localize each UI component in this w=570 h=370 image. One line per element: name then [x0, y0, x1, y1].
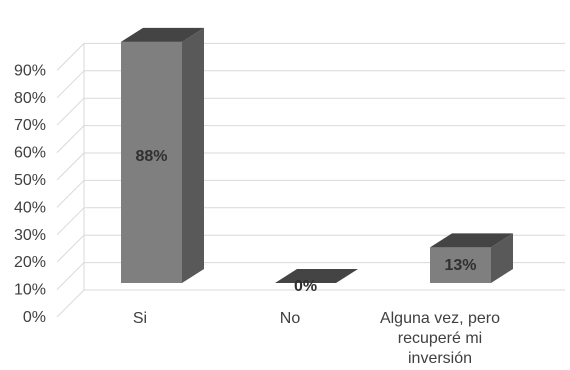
data-label-1: 0%: [294, 278, 317, 295]
data-label-0: 88%: [135, 148, 167, 165]
gridline-depth-8: [56, 70, 85, 99]
bar-side-0: [182, 27, 204, 283]
gridline-depth-3: [56, 207, 85, 236]
gridline-depth-5: [56, 152, 85, 181]
gridline-depth-2: [56, 234, 85, 263]
y-tick-label-5: 50%: [14, 172, 46, 189]
y-tick-label-2: 20%: [14, 254, 46, 271]
gridline-depth-7: [56, 97, 85, 126]
y-tick-label-6: 60%: [14, 145, 46, 162]
bar-front-2: [430, 247, 491, 283]
category-label-2-line-0: Alguna vez, pero: [380, 310, 500, 327]
gridline-depth-6: [56, 125, 85, 153]
category-label-2-line-2: inversión: [408, 350, 472, 365]
gridline-depth-4: [56, 180, 85, 208]
category-label-2-line-1: recuperé mi: [398, 330, 482, 347]
bar-front-0: [121, 41, 182, 283]
bar-side-2: [491, 233, 513, 283]
gridline-depth-9: [56, 43, 85, 71]
y-tick-label-1: 10%: [14, 282, 46, 299]
y-tick-label-3: 30%: [14, 227, 46, 244]
gridline-depth-1: [56, 262, 85, 290]
bar-top-0: [121, 27, 204, 42]
category-label-1: No: [280, 310, 301, 327]
y-tick-label-8: 80%: [14, 90, 46, 107]
y-tick-label-4: 40%: [14, 199, 46, 216]
y-tick-label-0: 0%: [23, 309, 46, 326]
bar-top-2: [430, 233, 513, 248]
bar-top-1: [275, 269, 358, 283]
gridline-depth-0: [56, 289, 85, 318]
y-tick-label-9: 90%: [14, 62, 46, 79]
y-tick-label-7: 70%: [14, 117, 46, 134]
data-label-2: 13%: [444, 257, 476, 274]
category-label-0: Si: [133, 310, 147, 327]
